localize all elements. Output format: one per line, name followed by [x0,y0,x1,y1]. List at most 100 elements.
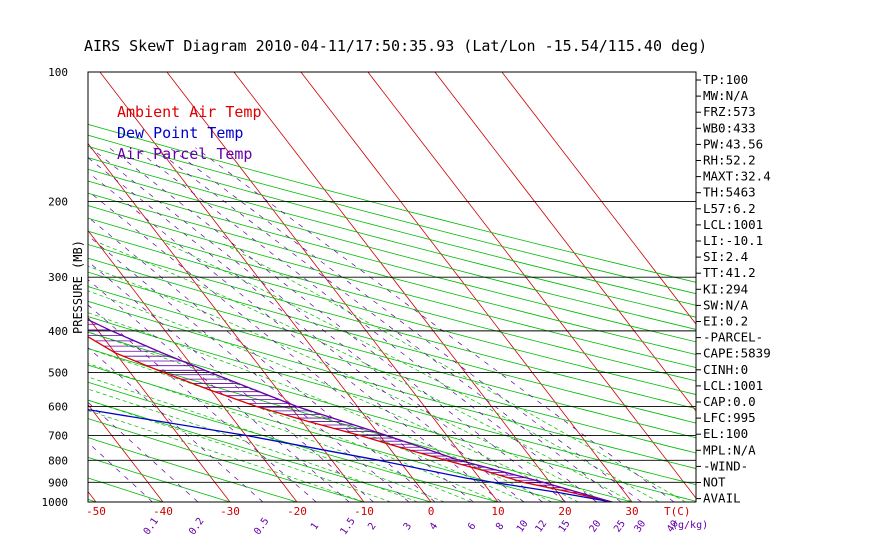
pressure-tick-label: 800 [48,454,68,467]
mixing-ratio-line [88,216,436,502]
pressure-ticks: 100 200 300 400 500 600 700 800 900 1000 [42,66,69,509]
pressure-tick-label: 600 [48,401,68,414]
mixing-ratio-line [88,171,502,502]
pressure-tick-label: 400 [48,325,68,338]
dry-adiabat-line [88,300,696,469]
bottom-temp-tick: 10 [491,505,504,518]
side-stat: LCL:1001 [703,217,763,232]
mixing-ratio-tick: 3 [402,521,414,532]
bottom-temp-tick: 30 [625,505,638,518]
sounding-profiles [88,318,613,502]
bottom-temp-tick: 20 [558,505,571,518]
mixing-ratio-axis-label: (g/kg) [672,520,708,531]
isotherm-line [300,72,633,502]
y-axis-label: PRESSURE (MB) [71,240,85,334]
mixing-ratio-tick: 0.1 [142,516,161,537]
dry-adiabat-line [88,437,298,502]
side-stat: RH:52.2 [703,153,756,168]
side-stat: CAP:0.0 [703,394,756,409]
dry-adiabat-line [88,286,696,454]
side-stat: FRZ:573 [703,104,756,119]
side-stat: MW:N/A [703,88,749,103]
moist-adiabat-line [88,312,552,502]
isotherm-line [88,403,164,502]
moist-adiabat-line [88,388,418,502]
moist-adiabat-line [88,376,445,502]
mixing-ratio-tick: 1 [309,521,321,532]
dry-adiabat-line [88,399,432,502]
dry-adiabat-line [88,230,696,395]
dry-adiabat-line [88,418,365,502]
dry-adiabat-line [88,205,696,369]
isotherm-line [88,229,298,502]
pressure-tick-label: 900 [48,476,68,489]
plot-frame [87,71,697,503]
mixing-ratio-line [88,235,410,502]
side-stat: WB0:433 [703,120,756,135]
mixing-ratio-tick: 4 [428,521,440,532]
temp-axis-label: T(C) [664,505,691,518]
mixing-ratio-tick: 8 [494,521,506,532]
mixing-ratio-line [88,279,350,502]
side-stat: TH:5463 [703,185,756,200]
moist-adiabat-line [88,410,365,502]
side-stat: MAXT:32.4 [703,169,771,184]
side-stat: LI:-10.1 [703,233,763,248]
isotherm-line [0,72,29,502]
bottom-temp-tick: 0 [428,505,435,518]
air-parcel-temp-line [88,318,613,502]
side-stat: TT:41.2 [703,265,756,280]
mixing-ratio-tick: 6 [466,521,478,532]
mixing-ratio-line [153,147,622,502]
moist-adiabat-line [88,348,499,502]
bottom-temp-tick: -10 [354,505,374,518]
side-stat: LFC:995 [703,410,756,425]
dry-adiabat-line [88,168,696,330]
mixing-ratio-line [88,157,525,502]
side-stat: PW:43.56 [703,136,763,151]
ambient-air-temp-line [88,336,613,502]
bottom-temp-tick: -20 [287,505,307,518]
dry-adiabat-line [88,244,696,410]
mixing-ratio-tick: 0.2 [187,516,206,537]
mixing-ratio-line [133,147,597,502]
dry-adiabat-line [88,123,696,283]
dry-adiabat-line [88,271,696,439]
bottom-temp-tick: -50 [86,505,106,518]
isotherm-line [233,72,566,502]
isotherm-line [367,72,696,499]
pressure-tick-label: 700 [48,429,68,442]
side-stat: -WIND- [703,458,748,473]
side-stat: NOT [703,475,726,490]
mixing-ratio-tick: 20 [588,518,604,534]
pressure-tick-label: 500 [48,367,68,380]
dry-adiabat-line [88,134,696,295]
dew-point-temp-line [88,408,613,502]
bottom-temp-tick: -40 [153,505,173,518]
dry-adiabat-line [88,381,499,502]
mixing-ratio-tick: 12 [533,518,549,534]
side-stat: TP:100 [703,72,748,87]
mixing-ratio-line [88,304,317,502]
side-stat: LCL:1001 [703,378,763,393]
dry-adiabat-line [88,257,696,424]
isotherm-line [88,316,231,502]
mixing-ratio-tick: 2 [366,521,378,532]
moist-adiabat-line [165,242,659,502]
side-stat: CAPE:5839 [703,346,771,361]
mixing-ratio-tick: 0.5 [252,516,271,537]
dry-adiabat-line [88,364,566,502]
legend-ambient-air-temp: Ambient Air Temp [117,103,262,121]
mixing-ratio-tick: 30 [632,518,648,534]
dry-adiabat-line [88,217,696,382]
mixing-ratio-ticks: 0.1 0.2 0.5 1 1.5 2 3 4 6 8 10 12 15 20 25 30 40 [142,516,681,537]
side-stat: AVAIL [703,491,741,506]
dry-adiabat-line [88,192,696,355]
bottom-temp-tick: -30 [220,505,240,518]
chart-title: AIRS SkewT Diagram 2010-04-11/17:50:35.9… [84,37,707,55]
thermodynamic-grid [0,72,696,502]
side-stat: MPL:N/A [703,442,756,457]
side-stat: L57:6.2 [703,201,756,216]
